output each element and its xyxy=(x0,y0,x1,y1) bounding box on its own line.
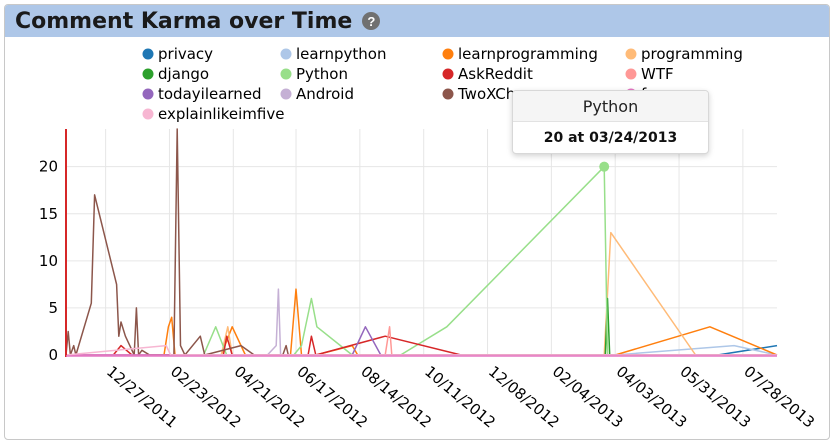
y-tick-label: 0 xyxy=(48,346,58,364)
legend-marker-learnpython xyxy=(280,48,292,60)
y-tick-label: 20 xyxy=(39,158,58,176)
widget-title: Comment Karma over Time xyxy=(15,8,353,34)
legend-marker-twoxchromosomes xyxy=(442,88,454,100)
legend-label-programming: programming xyxy=(641,45,743,63)
legend-label-wtf: WTF xyxy=(641,65,674,83)
legend-label-askreddit: AskReddit xyxy=(458,65,533,83)
legend-label-python: Python xyxy=(296,65,348,83)
x-tick-label: 07/28/2013 xyxy=(740,362,818,431)
legend-label-learnprogramming: learnprogramming xyxy=(458,45,598,63)
legend-label-android: Android xyxy=(296,85,354,103)
legend-label-explainlikeimfive: explainlikeimfive xyxy=(158,105,284,123)
legend-marker-wtf xyxy=(625,68,637,80)
y-tick-label: 15 xyxy=(39,205,58,223)
legend-label-privacy: privacy xyxy=(158,45,213,63)
tooltip-value: 20 at 03/24/2013 xyxy=(543,129,678,146)
help-icon[interactable]: ? xyxy=(362,12,381,30)
chart-svg: 0510152012/27/201102/23/201204/21/201206… xyxy=(39,45,818,432)
series-line-learnpython xyxy=(615,344,778,356)
tooltip-series: Python xyxy=(513,91,708,122)
legend-marker-privacy xyxy=(142,48,154,60)
y-tick-label: 5 xyxy=(48,299,58,317)
highlight-point xyxy=(599,161,610,172)
legend-marker-askreddit xyxy=(442,68,454,80)
legend-label-learnpython: learnpython xyxy=(296,45,386,63)
tooltip: Python 20 at 03/24/2013 xyxy=(512,90,709,154)
legend-marker-programming xyxy=(625,48,637,60)
legend-marker-explainlikeimfive xyxy=(142,108,154,120)
legend-marker-learnprogramming xyxy=(442,48,454,60)
legend-label-django: django xyxy=(158,65,209,83)
series-line-explainlikeimfive xyxy=(65,344,777,356)
karma-chart-widget: Comment Karma over Time ? 0 5 10 15 20 12/27/… xyxy=(4,4,830,440)
legend-marker-todayilearned xyxy=(142,88,154,100)
legend-marker-python xyxy=(280,68,292,80)
legend-label-todayilearned: todayilearned xyxy=(158,85,262,103)
series-line-privacy xyxy=(717,344,778,356)
legend-marker-android xyxy=(280,88,292,100)
widget-header: Comment Karma over Time ? xyxy=(5,5,829,37)
series-line-python xyxy=(66,165,777,356)
series-line-django xyxy=(604,297,611,356)
y-tick-label: 10 xyxy=(39,252,58,270)
legend-marker-django xyxy=(142,68,154,80)
